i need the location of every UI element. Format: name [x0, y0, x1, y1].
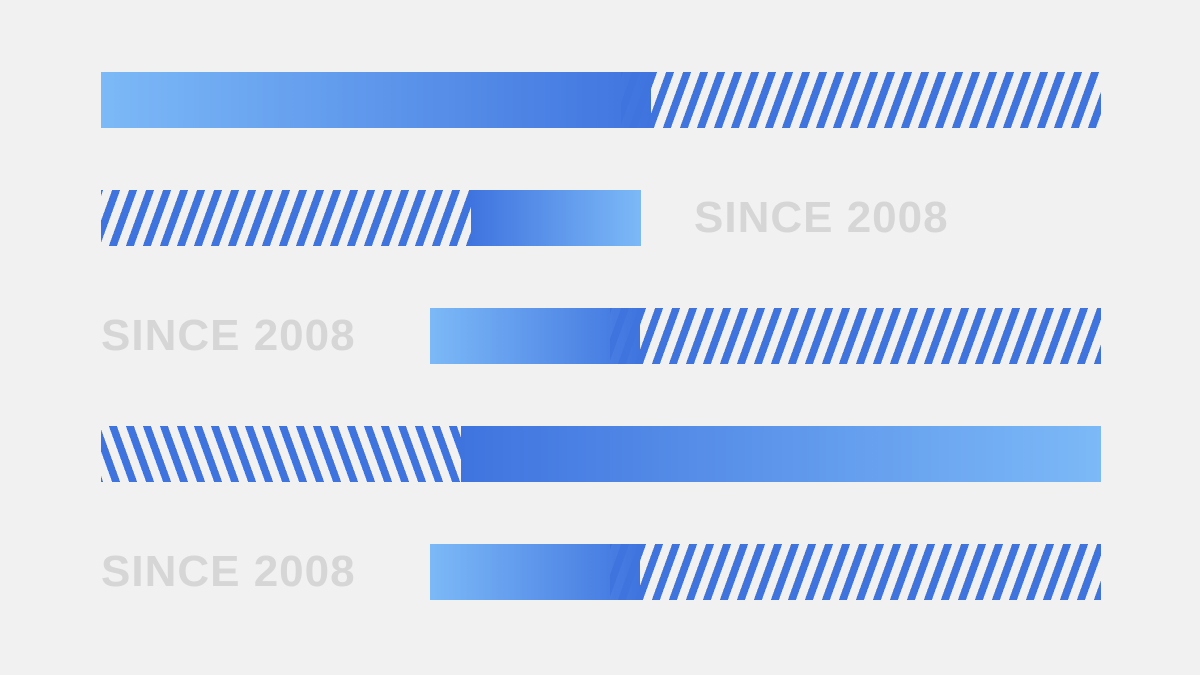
progress-bar [101, 190, 641, 246]
bar-stripes-segment [610, 544, 1101, 600]
progress-bar [101, 426, 1101, 482]
infographic-row: SINCE 2008 [0, 308, 1200, 364]
progress-bar [430, 544, 1101, 600]
infographic-row: SINCE 2008 [0, 190, 1200, 246]
since-label: SINCE 2008 [101, 550, 356, 594]
bar-solid-segment [101, 72, 651, 128]
bar-stripes-segment [101, 426, 491, 482]
progress-bar [101, 72, 1101, 128]
bar-solid-segment [471, 190, 641, 246]
infographic-row [0, 426, 1200, 482]
infographic-row [0, 72, 1200, 128]
progress-bar [430, 308, 1101, 364]
infographic-row: SINCE 2008 [0, 544, 1200, 600]
infographic-stage: SINCE 2008 SINCE 2008 SINCE 2008 [0, 0, 1200, 675]
bar-solid-segment [430, 308, 640, 364]
since-label: SINCE 2008 [694, 196, 949, 240]
since-label: SINCE 2008 [101, 314, 356, 358]
bar-solid-segment [430, 544, 640, 600]
bar-stripes-segment [101, 190, 501, 246]
bar-stripes-segment [621, 72, 1101, 128]
bar-solid-segment [461, 426, 1101, 482]
bar-stripes-segment [610, 308, 1101, 364]
